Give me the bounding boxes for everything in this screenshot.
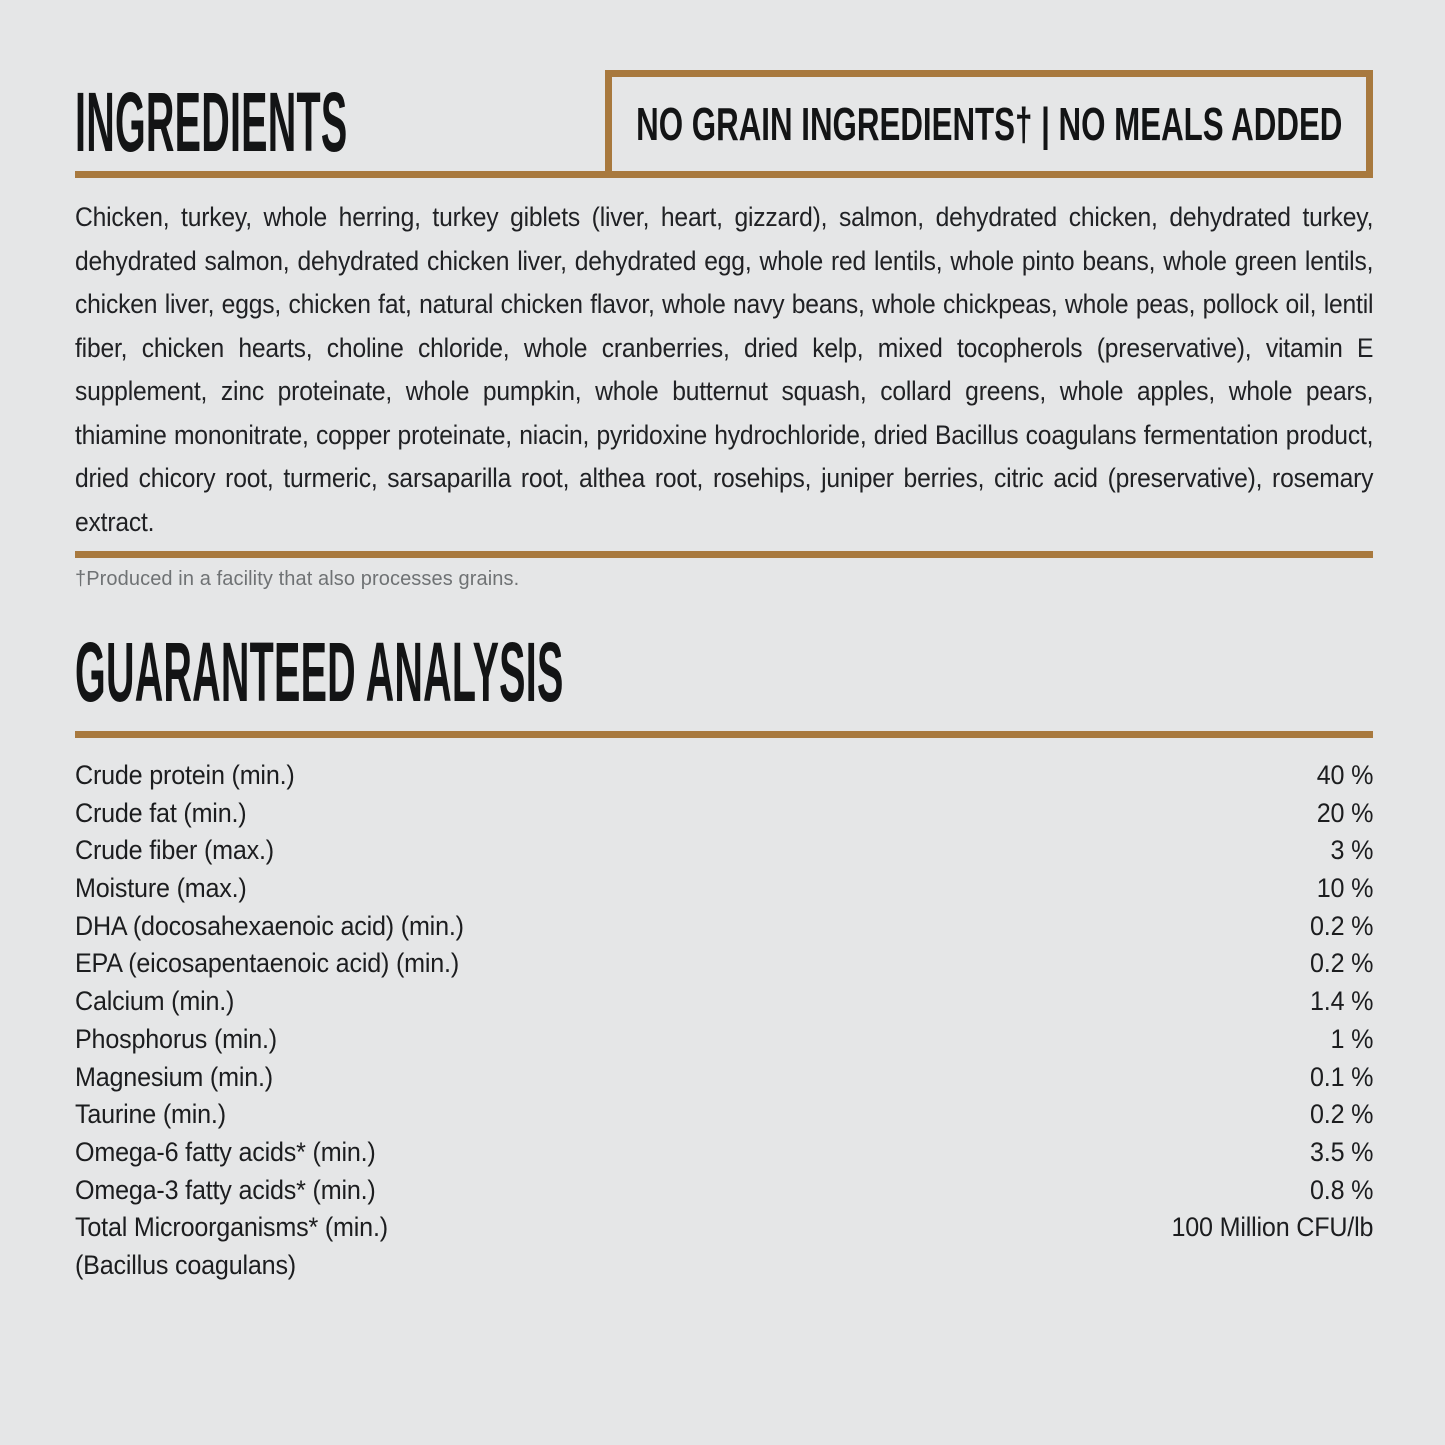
table-row: EPA (eicosapentaenoic acid) (min.) 0.2 % [75,945,1373,983]
analysis-row-value: 0.1 % [1309,1061,1374,1092]
footnote-divider-rule [75,551,1373,558]
no-grain-badge-text: NO GRAIN INGREDIENTS† | NO MEALS ADDED [635,98,1343,150]
ingredients-list-paragraph: Chicken, turkey, whole herring, turkey g… [75,202,1374,537]
table-row: Crude fat (min.) 20 % [75,795,1373,833]
table-row: Omega-6 fatty acids* (min.) 3.5 % [75,1134,1373,1172]
analysis-row-value: 40 % [1316,760,1374,790]
table-row: Omega-3 fatty acids* (min.) 0.8 % [75,1172,1373,1210]
table-row: Calcium (min.) 1.4 % [75,983,1373,1021]
analysis-row-label: Crude fat (min.) [75,797,247,828]
ingredients-heading-text: INGREDIENTS [75,75,348,169]
ingredients-section-title: INGREDIENTS [75,80,655,164]
table-row: Moisture (max.) 10 % [75,870,1373,908]
analysis-row-label: Crude fiber (max.) [75,835,274,866]
analysis-row-label: Total Microorganisms* (min.) [75,1212,388,1243]
analysis-row-label: Phosphorus (min.) [75,1023,277,1054]
guaranteed-analysis-table: Crude protein (min.) 40 % Crude fat (min… [75,757,1373,1285]
analysis-row-label: Omega-3 fatty acids* (min.) [75,1174,376,1205]
analysis-row-label: Crude protein (min.) [75,760,295,790]
analysis-row-value: 100 Million CFU/lb [1171,1212,1374,1243]
no-grain-badge: NO GRAIN INGREDIENTS† | NO MEALS ADDED [605,70,1373,178]
analysis-row-label: DHA (docosahexaenoic acid) (min.) [75,910,464,941]
table-row: Magnesium (min.) 0.1 % [75,1059,1373,1097]
header-divider-rule [75,171,1373,178]
analysis-row-value: 0.2 % [1309,948,1374,979]
analysis-row-label: Taurine (min.) [75,1099,226,1130]
analysis-row-value: 1 % [1330,1023,1374,1054]
analysis-row-value: 1.4 % [1309,986,1374,1017]
table-row: Total Microorganisms* (min.) 100 Million… [75,1209,1373,1247]
table-row: DHA (docosahexaenoic acid) (min.) 0.2 % [75,908,1373,946]
analysis-row-label: Magnesium (min.) [75,1061,273,1092]
table-row: Taurine (min.) 0.2 % [75,1096,1373,1134]
table-row: (Bacillus coagulans) [75,1247,1373,1285]
analysis-row-label: Omega-6 fatty acids* (min.) [75,1136,376,1167]
analysis-row-value: 20 % [1316,797,1374,828]
analysis-row-value: 0.8 % [1309,1174,1374,1205]
table-row: Crude protein (min.) 40 % [75,757,1373,795]
analysis-row-value: 10 % [1316,873,1374,904]
analysis-row-value: 0.2 % [1309,1099,1374,1130]
analysis-row-value: 0.2 % [1309,910,1374,941]
analysis-row-value: 3.5 % [1309,1136,1374,1167]
guaranteed-analysis-heading-text: GUARANTEED ANALYSIS [75,625,564,719]
analysis-row-value: 3 % [1330,835,1374,866]
table-row: Phosphorus (min.) 1 % [75,1021,1373,1059]
analysis-row-label: (Bacillus coagulans) [75,1249,296,1280]
grain-facility-footnote: †Produced in a facility that also proces… [75,568,520,590]
guaranteed-analysis-section-title: GUARANTEED ANALYSIS [75,630,1114,714]
analysis-row-label: Calcium (min.) [75,986,235,1017]
analysis-row-label: EPA (eicosapentaenoic acid) (min.) [75,948,460,979]
table-row: Crude fiber (max.) 3 % [75,832,1373,870]
analysis-row-label: Moisture (max.) [75,873,247,904]
analysis-divider-rule [75,731,1373,738]
